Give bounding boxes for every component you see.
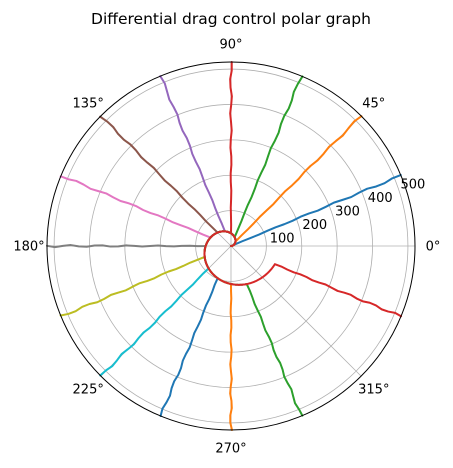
tick-labels: 0° 45° 90° 135° 180° 225° 270° 315° 100 200 300 400… xyxy=(13,38,440,457)
radial-tick-label: 300 xyxy=(335,204,360,219)
series-line-13 xyxy=(203,230,304,417)
series-group xyxy=(46,61,403,431)
angle-tick-label: 180° xyxy=(13,240,44,255)
angle-tick-label: 270° xyxy=(215,442,246,457)
outer-circle xyxy=(46,61,416,431)
angle-tick-label: 225° xyxy=(73,382,104,397)
angle-tick-label: 315° xyxy=(358,382,389,397)
series-line-7 xyxy=(59,175,237,247)
angle-tick-label: 45° xyxy=(362,97,385,112)
series-line-5 xyxy=(159,75,237,247)
chart-title: Differential drag control polar graph xyxy=(91,10,371,28)
radial-tick-label: 100 xyxy=(270,232,295,247)
series-line-10 xyxy=(99,230,237,377)
angle-tick-label: 0° xyxy=(426,240,441,255)
series-line-8 xyxy=(46,230,237,249)
radial-tick-label: 200 xyxy=(302,218,327,233)
series-line-6 xyxy=(99,115,237,247)
angular-gridline xyxy=(230,245,362,377)
angle-tick-label: 90° xyxy=(219,38,242,53)
series-line-14 xyxy=(203,230,403,318)
angle-tick-label: 135° xyxy=(73,97,104,112)
radial-tick-label: 400 xyxy=(368,191,393,206)
series-line-2 xyxy=(230,115,363,247)
series-line-9 xyxy=(59,230,237,317)
radial-tick-label: 500 xyxy=(401,177,426,192)
series-line-4 xyxy=(229,61,237,247)
polar-frame xyxy=(46,61,416,431)
